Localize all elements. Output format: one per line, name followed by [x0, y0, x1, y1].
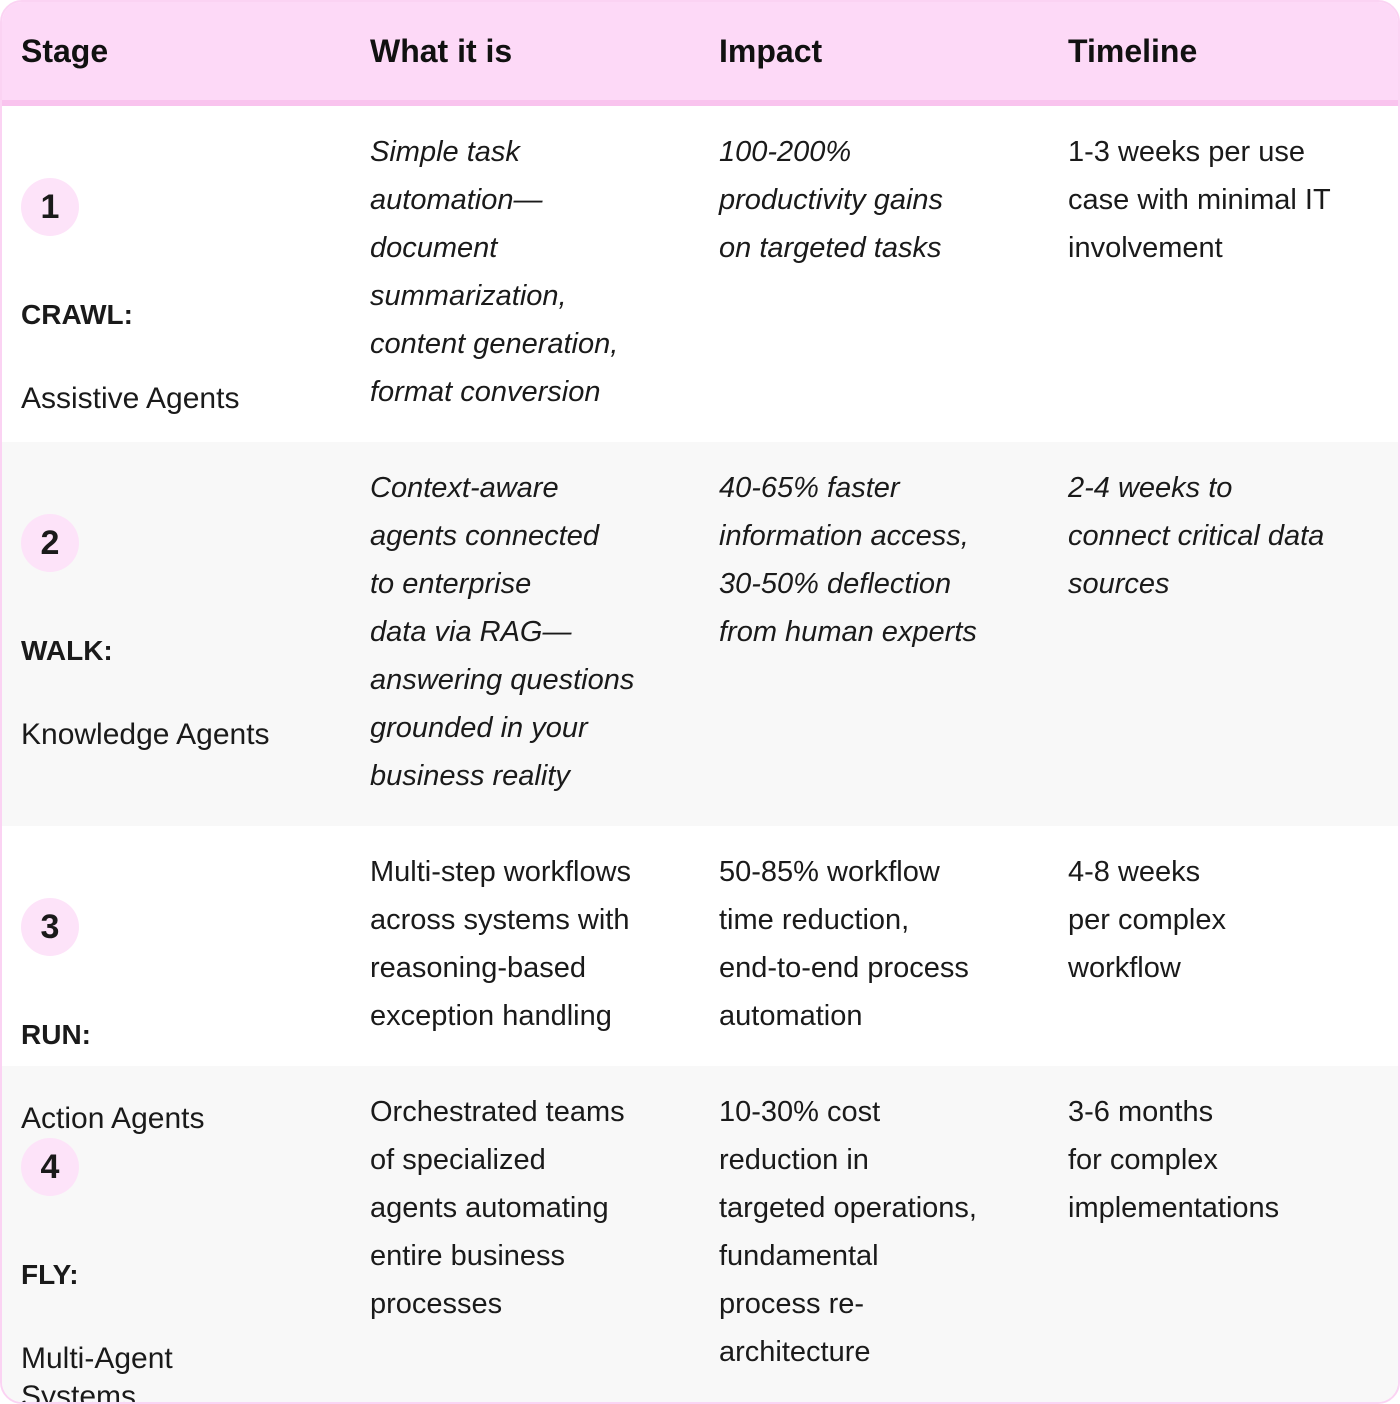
table-header: Stage What it is Impact Timeline: [2, 2, 1398, 106]
stage-label: RUN:: [21, 1019, 91, 1050]
stage-name: Assistive Agents: [21, 382, 240, 415]
what-cell: Context-aware agents connected to enterp…: [370, 472, 635, 792]
header-timeline: Timeline: [1068, 33, 1198, 69]
table-row: 4 FLY: Multi-Agent Systems Orchestrated …: [2, 1066, 1398, 1404]
header-stage: Stage: [21, 33, 109, 69]
impact-cell: 100-200% productivity gains on targeted …: [719, 136, 944, 264]
timeline-cell: 1-3 weeks per use case with minimal IT i…: [1068, 136, 1331, 264]
what-cell: Simple task automation— document summari…: [370, 136, 619, 408]
timeline-cell: 3-6 months for complex implementations: [1068, 1096, 1280, 1224]
table-row: 3 RUN: Action Agents Multi-step workflow…: [2, 826, 1398, 1135]
table-row: 2 WALK: Knowledge Agents Context-aware a…: [2, 442, 1398, 826]
stage-label: FLY:: [21, 1259, 79, 1290]
timeline-cell: 4-8 weeks per complex workflow: [1068, 856, 1226, 984]
timeline-cell: 2-4 weeks to connect critical data sourc…: [1068, 472, 1325, 600]
stage-number-badge: 4: [21, 1138, 79, 1196]
header-what-it-is: What it is: [370, 33, 513, 69]
table-row: 1 CRAWL: Assistive Agents Simple task au…: [2, 106, 1398, 442]
impact-cell: 50-85% workflow time reduction, end-to-e…: [719, 856, 969, 1032]
what-cell: Orchestrated teams of specialized agents…: [370, 1096, 625, 1320]
stage-cell: 3 RUN: Action Agents: [2, 826, 351, 1135]
impact-cell: 10-30% cost reduction in targeted operat…: [719, 1096, 977, 1368]
stage-number-badge: 1: [21, 178, 79, 236]
header-impact: Impact: [719, 33, 823, 69]
what-cell: Multi-step workflows across systems with…: [370, 856, 632, 1032]
stage-cell: 4 FLY: Multi-Agent Systems: [2, 1066, 351, 1404]
stage-label: CRAWL:: [21, 299, 133, 330]
stage-name: Knowledge Agents: [21, 718, 270, 751]
stage-name: Multi-Agent Systems: [21, 1342, 173, 1404]
stage-label: WALK:: [21, 635, 113, 666]
stage-cell: 1 CRAWL: Assistive Agents: [2, 106, 351, 442]
stage-cell: 2 WALK: Knowledge Agents: [2, 442, 351, 826]
stage-number-badge: 2: [21, 514, 79, 572]
impact-cell: 40-65% faster information access, 30-50%…: [719, 472, 977, 648]
stage-name: Action Agents: [21, 1102, 205, 1135]
stage-number-badge: 3: [21, 898, 79, 956]
